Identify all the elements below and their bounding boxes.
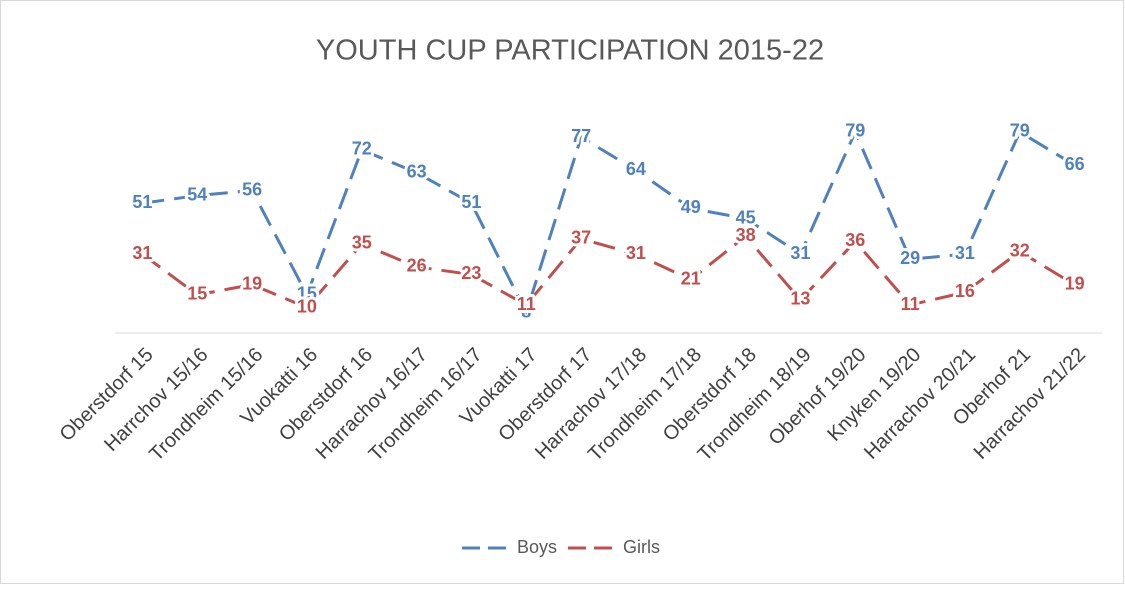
data-label: 31: [626, 243, 646, 263]
series-line: [142, 128, 1076, 317]
data-label: 63: [407, 161, 427, 181]
data-label: 45: [736, 207, 756, 227]
data-label: 79: [845, 121, 865, 141]
data-label: 29: [900, 248, 920, 268]
data-label: 15: [187, 284, 207, 304]
data-label: 72: [352, 139, 372, 159]
data-label: 11: [517, 294, 536, 314]
data-label: 35: [352, 233, 372, 253]
data-label: 23: [461, 263, 481, 283]
data-label: 11: [901, 294, 920, 314]
data-label: 79: [1010, 121, 1030, 141]
data-label: 37: [571, 228, 591, 248]
data-label: 15: [297, 284, 317, 304]
data-label: 49: [681, 197, 701, 217]
data-label: 21: [681, 268, 701, 288]
legend-label: Girls: [623, 537, 660, 557]
data-label: 31: [790, 243, 810, 263]
data-label: 36: [845, 230, 865, 250]
data-label: 19: [1065, 273, 1085, 293]
series-line: [141, 234, 1076, 310]
data-label: 26: [407, 256, 427, 276]
chart-title: YOUTH CUP PARTICIPATION 2015-22: [316, 35, 824, 67]
legend-label: Boys: [517, 537, 557, 557]
data-label: 31: [955, 243, 975, 263]
data-label: 51: [132, 192, 152, 212]
data-label: 56: [242, 179, 262, 199]
data-label: 38: [736, 225, 756, 245]
data-label: 8: [521, 301, 531, 321]
data-label: 64: [626, 159, 646, 179]
data-label: 31: [132, 243, 152, 263]
data-label: 66: [1065, 154, 1085, 174]
data-label: 54: [187, 184, 207, 204]
data-label: 16: [955, 281, 975, 301]
data-label: 10: [297, 296, 317, 316]
data-label: 51: [461, 192, 481, 212]
data-label: 32: [1010, 240, 1030, 260]
data-label: 19: [242, 273, 262, 293]
data-label: 77: [571, 126, 591, 146]
data-label: 13: [790, 289, 810, 309]
